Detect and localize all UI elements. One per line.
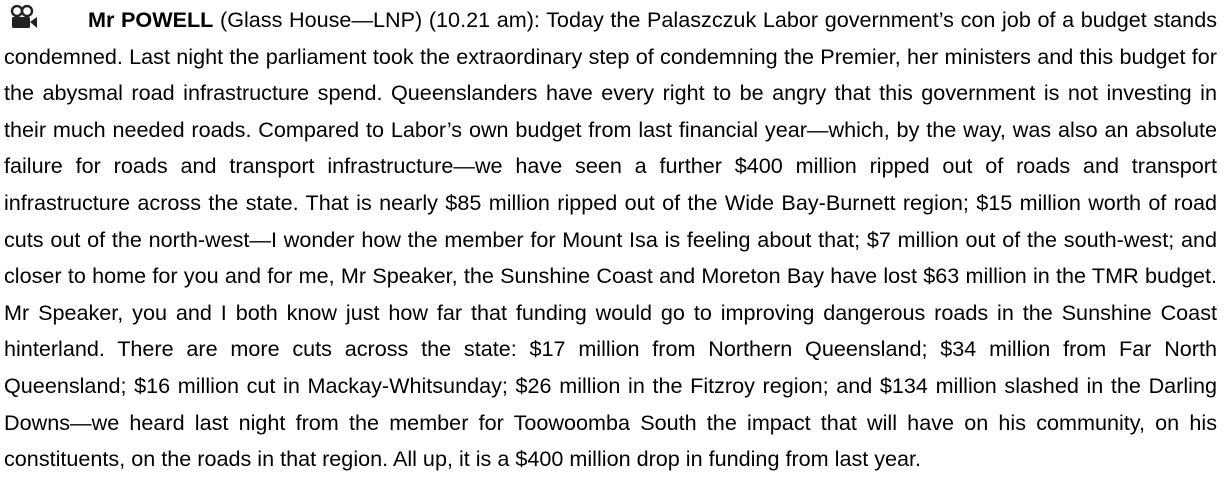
- speaker-details: (Glass House—LNP) (10.21 am):: [220, 7, 540, 32]
- speaker-name: Mr POWELL: [88, 7, 214, 32]
- speech-text: Today the Palaszczuk Labor government’s …: [4, 7, 1218, 472]
- speech-paragraph: Mr POWELL (Glass House—LNP) (10.21 am): …: [4, 2, 1217, 478]
- video-icon[interactable]: [10, 5, 38, 31]
